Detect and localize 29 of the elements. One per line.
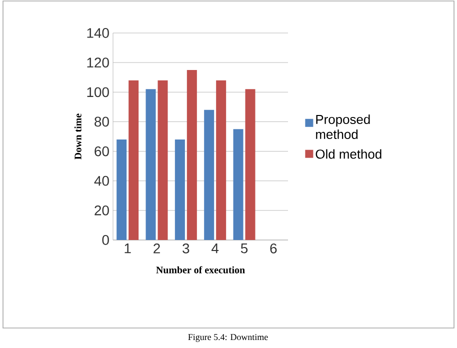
bar	[116, 139, 127, 240]
y-tick-label: 20	[94, 205, 109, 216]
y-tick-label: 80	[94, 116, 109, 127]
x-tick-label: 6	[270, 244, 277, 254]
x-tick-label: 2	[154, 244, 160, 254]
y-tick-label: 40	[94, 176, 109, 186]
bar	[216, 80, 226, 240]
y-tick-label: 120	[87, 58, 109, 68]
y-axis-title: Down time	[74, 114, 82, 160]
x-axis-title: Number of execution	[156, 266, 245, 274]
x-tick-label: 1	[124, 244, 131, 254]
bar	[174, 139, 185, 240]
y-tick-label: 60	[94, 146, 109, 156]
x-tick-label: 5	[240, 244, 248, 254]
caption: Figure 5.4: Downtime	[188, 334, 268, 342]
y-tick-label: 0	[102, 235, 109, 245]
y-tick-label: 100	[87, 87, 109, 98]
legend-label: Proposed method	[316, 114, 370, 139]
bar	[245, 89, 256, 240]
y-tick-label: 140	[87, 28, 109, 38]
legend-label: Old method	[316, 149, 382, 159]
bar	[186, 70, 197, 240]
bar	[204, 110, 214, 240]
bar	[146, 89, 156, 240]
bar	[233, 129, 244, 240]
x-tick-label: 4	[212, 244, 219, 254]
bar	[158, 80, 168, 240]
x-tick-label: 3	[182, 244, 190, 254]
bar	[128, 80, 139, 240]
